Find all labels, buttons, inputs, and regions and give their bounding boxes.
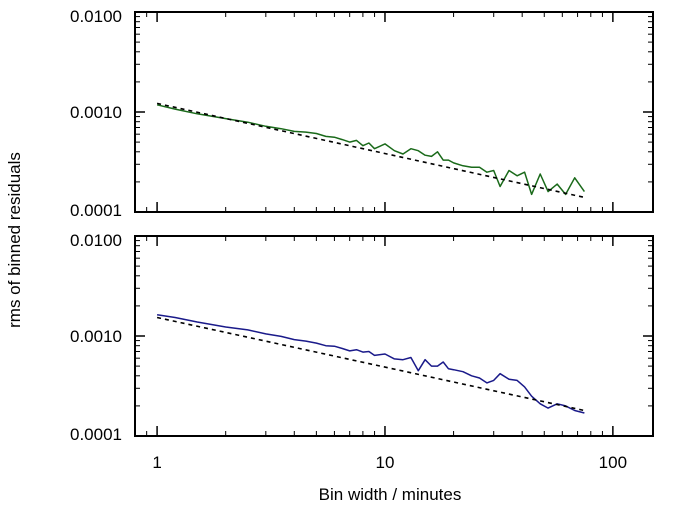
top-y-tick-label: 0.0010	[70, 103, 122, 122]
bottom-y-tick-label: 0.0010	[70, 327, 122, 346]
bottom-y-tick-label: 0.0001	[70, 425, 122, 444]
y-axis-label: rms of binned residuals	[5, 152, 24, 328]
bottom-fit-line	[156, 316, 585, 412]
bottom-x-tick-label: 10	[376, 453, 395, 472]
bottom-x-tick-label: 100	[599, 453, 627, 472]
bottom-panel: 0.0001 0.0010 0.0100 1 10 100	[70, 231, 654, 472]
top-y-tick-label: 0.0100	[70, 7, 122, 26]
top-y-tick-label: 0.0001	[70, 201, 122, 220]
top-panel: 0.0001 0.0010 0.0100	[70, 7, 654, 220]
bottom-x-tick-label: 1	[152, 453, 161, 472]
top-plot-frame	[134, 11, 654, 213]
bottom-y-tick-label: 0.0100	[70, 231, 122, 250]
bottom-plot-frame	[134, 235, 654, 437]
top-data-series-line	[156, 104, 586, 196]
x-axis-label: Bin width / minutes	[319, 485, 462, 504]
top-fit-line	[156, 102, 585, 199]
bottom-data-series-line	[156, 314, 585, 414]
